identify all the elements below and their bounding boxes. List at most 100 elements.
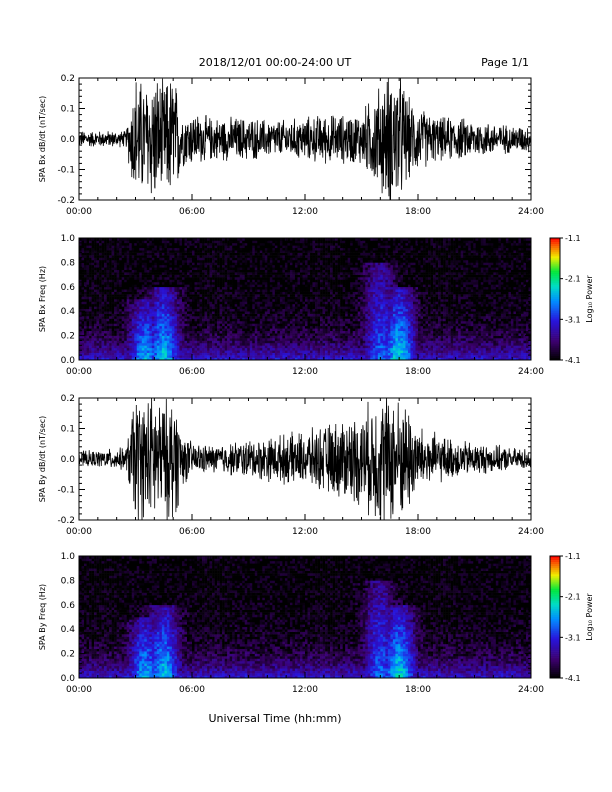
heatmap-cell <box>197 350 200 353</box>
heatmap-cell <box>222 294 225 297</box>
heatmap-cell <box>279 333 283 336</box>
heatmap-cell <box>149 281 153 285</box>
heatmap-cell <box>274 323 278 327</box>
heatmap-cell <box>292 296 296 300</box>
heatmap-cell <box>89 267 92 271</box>
heatmap-cell <box>229 347 233 351</box>
heatmap-cell <box>214 308 218 312</box>
heatmap-cell <box>116 289 120 292</box>
heatmap-cell <box>99 299 102 302</box>
heatmap-cell <box>179 252 183 256</box>
heatmap-cell <box>129 264 133 268</box>
heatmap-cell <box>141 291 145 295</box>
heatmap-cell <box>227 274 230 278</box>
heatmap-cell <box>101 333 105 336</box>
heatmap-cell <box>194 240 198 244</box>
heatmap-cell <box>129 291 133 295</box>
heatmap-cell <box>179 286 183 290</box>
heatmap-cell <box>287 313 291 317</box>
heatmap-cell <box>94 294 97 297</box>
heatmap-cell <box>141 259 145 263</box>
heatmap-cell <box>264 347 268 351</box>
heatmap-cell <box>269 340 273 344</box>
heatmap-cell <box>292 352 296 356</box>
heatmap-cell <box>229 289 233 292</box>
heatmap-cell <box>179 306 183 310</box>
heatmap-cell <box>284 311 288 314</box>
heatmap-cell <box>171 255 175 258</box>
heatmap-cell <box>144 257 148 261</box>
heatmap-cell <box>151 269 155 273</box>
heatmap-cell <box>227 313 230 317</box>
heatmap-cell <box>232 291 235 295</box>
heatmap-cell <box>149 357 153 361</box>
heatmap-cell <box>141 294 145 297</box>
heatmap-cell <box>272 294 276 297</box>
heatmap-cell <box>214 240 218 244</box>
heatmap-cell <box>207 250 210 253</box>
heatmap-cell <box>232 250 235 253</box>
heatmap-cell <box>114 299 117 302</box>
heatmap-cell <box>139 301 143 305</box>
heatmap-cell <box>84 264 87 268</box>
heatmap-cell <box>94 264 97 268</box>
heatmap-cell <box>224 250 228 253</box>
heatmap-cell <box>294 291 298 295</box>
heatmap-cell <box>207 333 210 336</box>
heatmap-cell <box>106 323 110 327</box>
heatmap-cell <box>119 311 122 314</box>
heatmap-cell <box>199 347 203 351</box>
heatmap-cell <box>81 328 85 332</box>
heatmap-cell <box>279 296 283 300</box>
heatmap-cell <box>171 279 175 283</box>
heatmap-cell <box>181 242 185 246</box>
heatmap-cell <box>116 340 120 344</box>
heatmap-cell <box>224 286 228 290</box>
heatmap-cell <box>212 299 215 302</box>
heatmap-cell <box>232 277 235 280</box>
heatmap-cell <box>121 284 125 288</box>
heatmap-cell <box>322 316 326 319</box>
heatmap-cell <box>284 325 288 329</box>
heatmap-cell <box>96 257 100 261</box>
heatmap-cell <box>136 250 140 253</box>
heatmap-cell <box>86 340 90 344</box>
heatmap-cell <box>171 269 175 273</box>
heatmap-cell <box>126 277 130 280</box>
heatmap-cell <box>161 240 165 244</box>
heatmap-cell <box>189 272 193 275</box>
heatmap-cell <box>282 299 286 302</box>
heatmap-cell <box>86 269 90 273</box>
heatmap-cell <box>305 323 308 327</box>
heatmap-cell <box>176 262 180 266</box>
heatmap-cell <box>131 333 135 336</box>
heatmap-cell <box>84 335 87 339</box>
heatmap-cell <box>134 255 138 258</box>
heatmap-cell <box>161 340 165 344</box>
heatmap-cell <box>106 264 110 268</box>
heatmap-cell <box>267 267 271 271</box>
heatmap-cell <box>146 267 150 271</box>
heatmap-cell <box>305 255 308 258</box>
heatmap-cell <box>129 296 133 300</box>
heatmap-cell <box>224 335 228 339</box>
heatmap-cell <box>174 277 178 280</box>
heatmap-cell <box>317 296 321 300</box>
heatmap-cell <box>294 299 298 302</box>
heatmap-cell <box>121 333 125 336</box>
heatmap-cell <box>81 340 85 344</box>
heatmap-cell <box>287 352 291 356</box>
heatmap-cell <box>284 284 288 288</box>
heatmap-cell <box>269 291 273 295</box>
heatmap-cell <box>315 355 318 358</box>
heatmap-cell <box>267 308 271 312</box>
heatmap-cell <box>161 311 165 314</box>
heatmap-cell <box>171 264 175 268</box>
heatmap-cell <box>184 318 188 322</box>
heatmap-cell <box>116 240 120 244</box>
heatmap-cell <box>282 303 286 307</box>
heatmap-cell <box>254 294 258 297</box>
heatmap-cell <box>149 345 153 349</box>
heatmap-cell <box>224 277 228 280</box>
heatmap-cell <box>269 262 273 266</box>
